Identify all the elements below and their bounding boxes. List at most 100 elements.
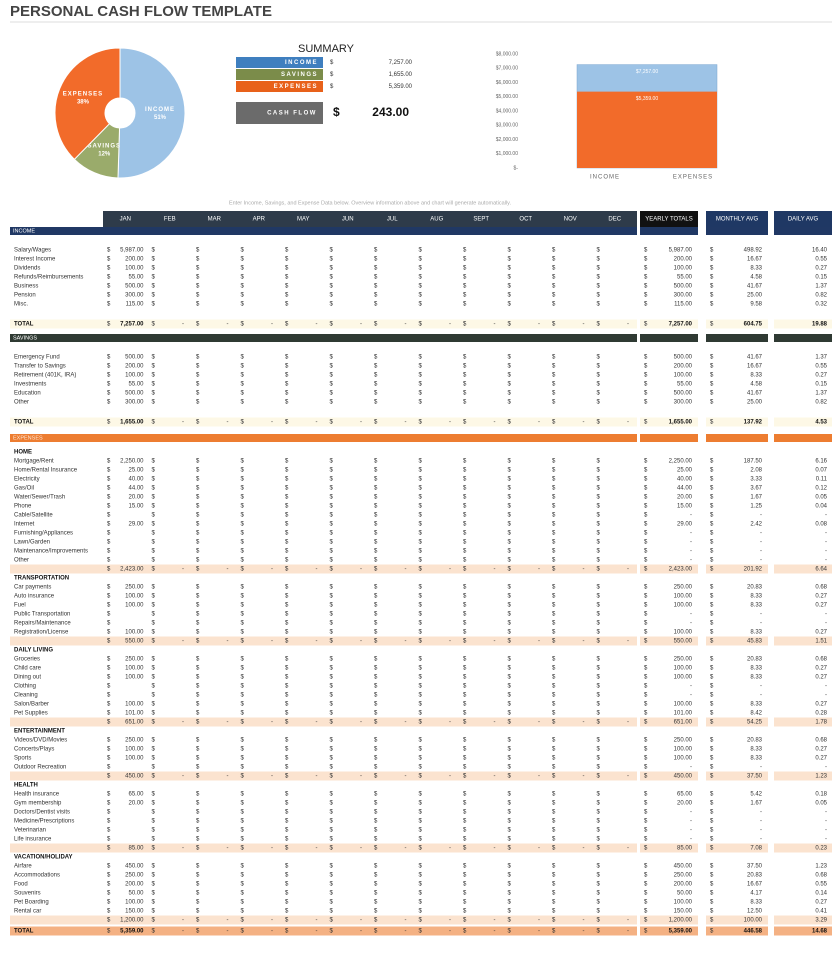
currency: $ [597, 540, 601, 546]
currency: $ [597, 900, 601, 906]
currency: $ [463, 873, 467, 879]
currency: $ [241, 846, 245, 852]
currency: $ [419, 666, 423, 672]
currency: $ [552, 630, 556, 636]
currency: $ [107, 513, 111, 519]
currency: $ [241, 657, 245, 663]
cell-value: 0.68 [815, 585, 827, 591]
currency: $ [330, 929, 334, 935]
currency: $ [597, 275, 601, 281]
currency: $ [107, 711, 111, 717]
currency: $ [463, 540, 467, 546]
cell-value: 7.08 [750, 846, 762, 852]
cell-value: 1,200.00 [120, 918, 144, 924]
currency: $ [597, 882, 601, 888]
currency: $ [644, 522, 648, 528]
currency: $ [374, 756, 378, 762]
currency: $ [241, 486, 245, 492]
summary-label-bg [236, 81, 323, 92]
currency: $ [196, 391, 200, 397]
currency: $ [330, 585, 334, 591]
currency: $ [419, 459, 423, 465]
cell-value: 8.33 [750, 373, 762, 379]
cell-value: 115.00 [674, 302, 693, 308]
currency: $ [374, 382, 378, 388]
currency: $ [241, 711, 245, 717]
row-bg [706, 926, 768, 936]
currency: $ [508, 747, 512, 753]
currency: $ [644, 322, 648, 328]
currency: $ [644, 882, 648, 888]
currency: $ [196, 567, 200, 573]
currency: $ [285, 909, 289, 915]
currency: $ [463, 266, 467, 272]
section-bar [774, 334, 832, 342]
currency: $ [330, 284, 334, 290]
cell-value: 0.08 [815, 522, 827, 528]
nil: - [449, 918, 451, 924]
currency: $ [710, 810, 714, 816]
currency: $ [152, 891, 156, 897]
currency: $ [152, 900, 156, 906]
y-tick-label: $7,000.00 [496, 66, 518, 72]
currency: $ [508, 891, 512, 897]
currency: $ [710, 882, 714, 888]
currency: $ [552, 900, 556, 906]
cell-value: 250.00 [125, 585, 144, 591]
currency: $ [285, 495, 289, 501]
currency: $ [152, 302, 156, 308]
nil: - [182, 420, 184, 426]
currency: $ [710, 391, 714, 397]
currency: $ [508, 513, 512, 519]
month-header: MAR [208, 217, 222, 223]
currency: $ [710, 774, 714, 780]
row-label: Food [14, 882, 28, 888]
currency: $ [463, 675, 467, 681]
currency: $ [644, 302, 648, 308]
currency: $ [419, 302, 423, 308]
currency: $ [374, 846, 378, 852]
currency: $ [330, 846, 334, 852]
currency: $ [152, 702, 156, 708]
currency: $ [710, 909, 714, 915]
currency: $ [463, 567, 467, 573]
currency: $ [285, 684, 289, 690]
currency: $ [552, 774, 556, 780]
nil: - [825, 837, 827, 843]
cell-value: 0.27 [815, 603, 827, 609]
currency: $ [463, 585, 467, 591]
currency: $ [374, 522, 378, 528]
currency: $ [419, 495, 423, 501]
currency: $ [508, 720, 512, 726]
currency: $ [152, 819, 156, 825]
currency: $ [644, 567, 648, 573]
row-label: Gym membership [14, 801, 62, 807]
currency: $ [597, 738, 601, 744]
currency: $ [508, 486, 512, 492]
currency: $ [330, 666, 334, 672]
currency: $ [285, 549, 289, 555]
currency: $ [710, 792, 714, 798]
cell-value: 0.14 [815, 891, 827, 897]
cell-value: 200.00 [674, 257, 693, 263]
currency: $ [196, 459, 200, 465]
currency: $ [597, 486, 601, 492]
cell-value: 55.00 [128, 382, 144, 388]
currency: $ [508, 693, 512, 699]
currency: $ [552, 373, 556, 379]
nil: - [690, 558, 692, 564]
cell-value: 0.55 [815, 257, 827, 263]
cell-value: 0.41 [815, 909, 827, 915]
cell-value: 0.55 [815, 364, 827, 370]
currency: $ [508, 675, 512, 681]
cell-value: 65.00 [128, 792, 144, 798]
cell-value: 100.00 [674, 747, 693, 753]
currency: $ [241, 603, 245, 609]
currency: $ [196, 257, 200, 263]
currency: $ [597, 891, 601, 897]
currency: $ [644, 792, 648, 798]
currency: $ [644, 504, 648, 510]
currency: $ [330, 322, 334, 328]
currency: $ [419, 864, 423, 870]
currency: $ [152, 747, 156, 753]
